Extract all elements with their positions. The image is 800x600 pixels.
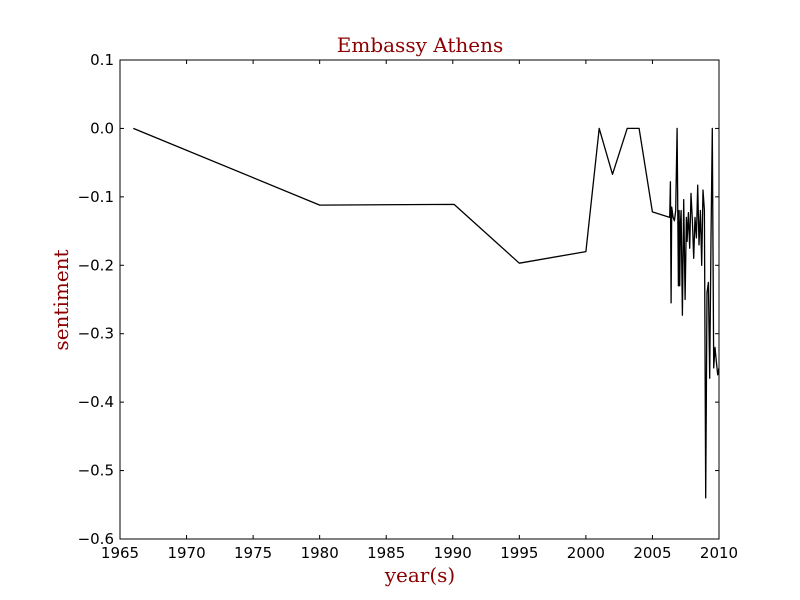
y-tick-label: 0.0 <box>90 119 114 137</box>
y-tick-label: −0.5 <box>78 462 114 480</box>
y-tick-label: −0.4 <box>78 393 114 411</box>
x-tick-label: 2010 <box>700 544 738 562</box>
y-axis-ticks: 0.1 0.0 −0.1 −0.2 −0.3 −0.4 −0.5 −0.6 <box>78 51 719 548</box>
x-tick-label: 1985 <box>367 544 405 562</box>
plot-frame <box>119 59 720 540</box>
y-tick-label: −0.2 <box>78 256 114 274</box>
x-tick-label: 1975 <box>234 544 272 562</box>
plot-area <box>119 59 720 540</box>
x-tick-label: 1965 <box>101 544 139 562</box>
x-tick-label: 2000 <box>567 544 605 562</box>
series-line <box>133 127 720 499</box>
x-tick-label: 1995 <box>500 544 538 562</box>
x-tick-label: 1990 <box>434 544 472 562</box>
x-axis-label: year(s) <box>384 563 456 587</box>
y-tick-label: 0.1 <box>90 51 114 69</box>
y-tick-label: −0.3 <box>78 325 114 343</box>
chart-title: Embassy Athens <box>337 33 503 57</box>
x-axis-ticks: 1965 1970 1975 1980 1985 1990 1995 2000 2005 2010 <box>101 60 738 562</box>
x-tick-label: 2005 <box>633 544 671 562</box>
x-tick-label: 1970 <box>167 544 205 562</box>
y-tick-label: −0.6 <box>78 530 114 548</box>
y-axis-label: sentiment <box>49 249 73 350</box>
y-tick-label: −0.1 <box>78 188 114 206</box>
x-tick-label: 1980 <box>301 544 339 562</box>
